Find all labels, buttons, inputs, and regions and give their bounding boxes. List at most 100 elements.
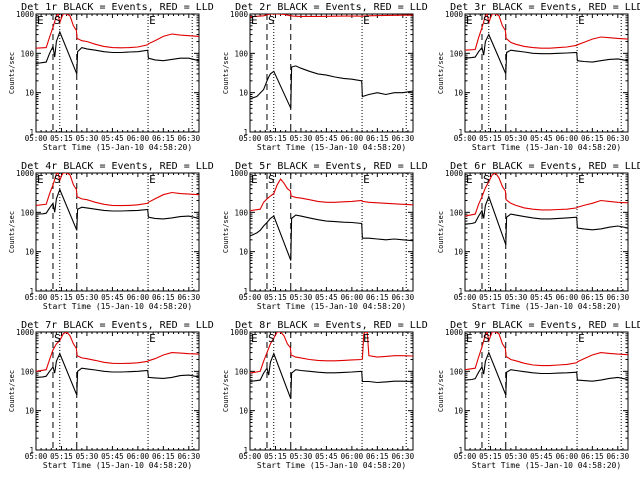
- y-tick-label: 10: [454, 89, 464, 98]
- y-tick-label: 1: [243, 287, 248, 296]
- x-tick-label: 06:30: [392, 293, 415, 302]
- x-tick-label: 05:30: [290, 293, 313, 302]
- y-tick-label: 1000: [445, 169, 464, 178]
- x-tick-label: 05:15: [264, 293, 287, 302]
- panel-title: Det 8r BLACK = Events, RED = LLD: [235, 320, 428, 331]
- panel-title: Det 9r BLACK = Events, RED = LLD: [450, 320, 640, 331]
- x-tick-label: 06:00: [341, 452, 364, 461]
- x-tick-label: 06:15: [581, 452, 604, 461]
- series-group: [465, 332, 628, 396]
- plot-frame: [464, 172, 629, 292]
- series-line-events: [465, 195, 628, 245]
- x-tick-label: 06:00: [127, 134, 150, 143]
- x-tick-label: 05:15: [264, 452, 287, 461]
- x-tick-label: 05:30: [76, 134, 99, 143]
- x-tick-label: 06:30: [178, 452, 201, 461]
- x-tick-label: 06:30: [607, 452, 630, 461]
- y-tick-label: 1: [29, 446, 34, 455]
- y-tick-label: 1000: [230, 10, 249, 19]
- x-tick-label: 05:00: [454, 134, 477, 143]
- y-tick-label: 10: [239, 248, 249, 257]
- y-tick-label: 1: [29, 287, 34, 296]
- marker-e: E: [578, 332, 585, 345]
- series-group: [250, 332, 413, 399]
- x-tick-label: 05:45: [315, 293, 338, 302]
- marker-e: E: [578, 14, 585, 27]
- x-axis-title: Start Time (15-Jan-10 04:58:20): [472, 143, 621, 152]
- y-tick-label: 1: [243, 446, 248, 455]
- series-line-events: [465, 33, 628, 75]
- x-tick-label: 06:00: [127, 452, 150, 461]
- x-tick-label: 05:15: [50, 134, 73, 143]
- x-tick-label: 05:15: [50, 293, 73, 302]
- marker-s: S: [268, 332, 275, 345]
- marker-e: E: [578, 173, 585, 186]
- x-tick-label: 06:00: [341, 134, 364, 143]
- x-tick-label: 05:45: [530, 134, 553, 143]
- x-tick-label: 06:15: [366, 452, 389, 461]
- series-group: [465, 14, 628, 75]
- x-tick-label: 05:45: [101, 452, 124, 461]
- series-line-lld: [36, 173, 199, 207]
- y-axis-title: Counts/sec: [437, 52, 445, 94]
- x-tick-label: 05:30: [505, 293, 528, 302]
- panel-title: Det 7r BLACK = Events, RED = LLD: [21, 320, 214, 331]
- panel-title: Det 5r BLACK = Events, RED = LLD: [235, 161, 428, 172]
- x-tick-label: 06:00: [556, 452, 579, 461]
- x-tick-label: 05:15: [264, 134, 287, 143]
- series-line-events: [36, 30, 199, 75]
- x-tick-label: 05:45: [315, 452, 338, 461]
- marker-s: S: [483, 14, 490, 27]
- x-tick-label: 05:30: [290, 134, 313, 143]
- y-tick-label: 1: [458, 446, 463, 455]
- x-tick-label: 05:45: [101, 134, 124, 143]
- x-tick-label: 06:30: [392, 134, 415, 143]
- series-group: [36, 173, 199, 231]
- marker-e: E: [149, 332, 156, 345]
- y-tick-label: 100: [449, 208, 463, 217]
- x-tick-label: 06:15: [152, 452, 175, 461]
- series-line-lld: [250, 14, 413, 18]
- x-tick-label: 06:15: [581, 134, 604, 143]
- series-line-lld: [465, 14, 628, 51]
- x-axis-title: Start Time (15-Jan-10 04:58:20): [257, 302, 406, 311]
- series-line-events: [36, 352, 199, 396]
- series-line-lld: [36, 14, 199, 49]
- series-line-events: [250, 214, 413, 261]
- y-tick-label: 1000: [230, 328, 249, 337]
- x-tick-label: 05:00: [25, 293, 48, 302]
- y-axis-title: Counts/sec: [222, 52, 230, 94]
- x-tick-label: 06:00: [556, 134, 579, 143]
- x-tick-label: 05:45: [315, 134, 338, 143]
- marker-e: E: [251, 332, 258, 345]
- marker-e: E: [466, 332, 473, 345]
- y-tick-label: 1000: [16, 10, 35, 19]
- y-tick-label: 10: [239, 89, 249, 98]
- x-tick-label: 06:15: [581, 293, 604, 302]
- y-axis-title: Counts/sec: [437, 370, 445, 412]
- series-group: [36, 14, 199, 75]
- plot-frame: [249, 331, 414, 451]
- y-tick-label: 1: [29, 128, 34, 137]
- x-tick-label: 05:00: [25, 134, 48, 143]
- marker-e: E: [37, 14, 44, 27]
- x-tick-label: 05:00: [25, 452, 48, 461]
- x-tick-label: 05:15: [50, 452, 73, 461]
- plot-frame: [464, 13, 629, 133]
- marker-e: E: [466, 14, 473, 27]
- y-tick-label: 10: [454, 407, 464, 416]
- y-tick-label: 100: [20, 49, 34, 58]
- series-group: [250, 178, 413, 261]
- x-tick-label: 06:15: [366, 134, 389, 143]
- marker-s: S: [483, 173, 490, 186]
- marker-e: E: [149, 14, 156, 27]
- plot-frame: [35, 13, 200, 133]
- series-line-lld: [250, 332, 413, 374]
- marker-e: E: [466, 173, 473, 186]
- x-tick-label: 06:30: [607, 293, 630, 302]
